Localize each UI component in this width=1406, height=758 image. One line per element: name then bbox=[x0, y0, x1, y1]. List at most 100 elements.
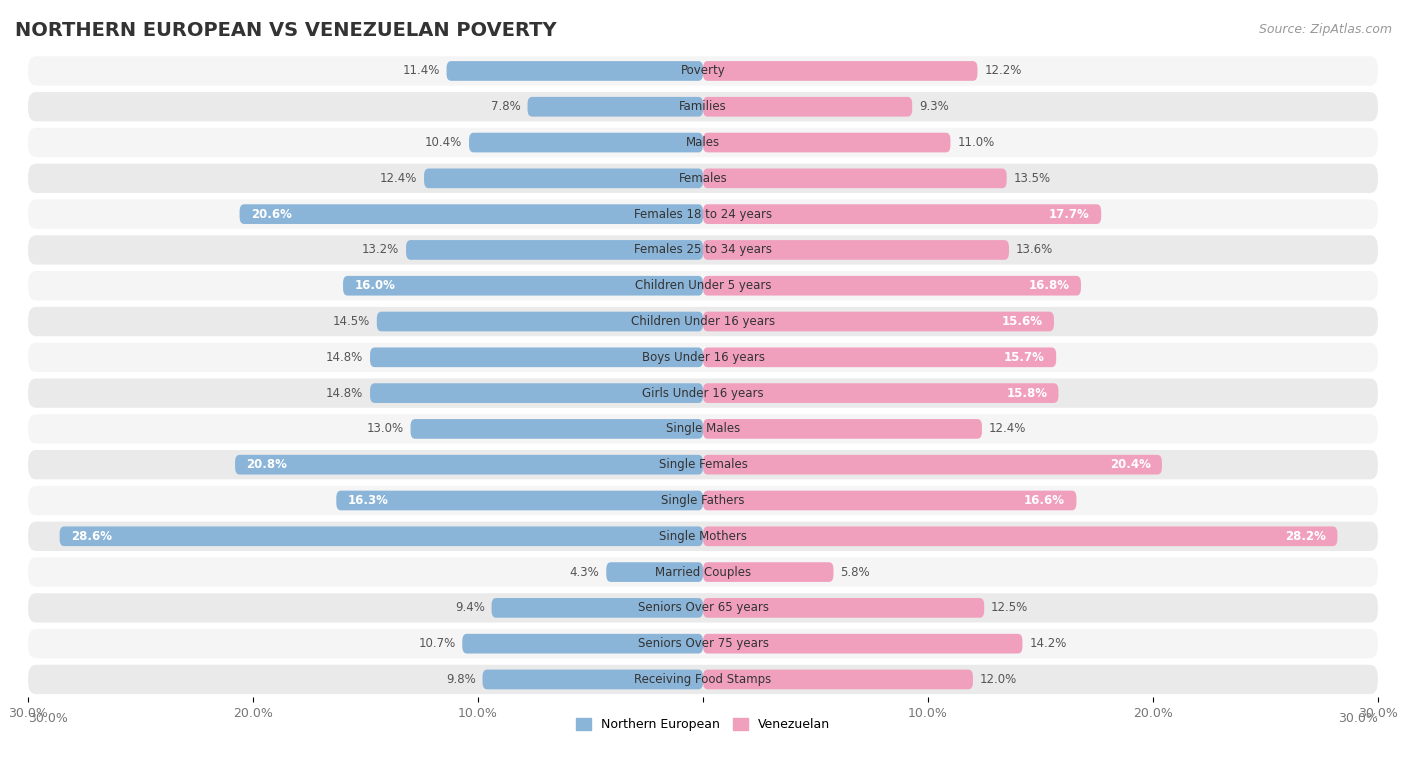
Text: 12.2%: 12.2% bbox=[984, 64, 1022, 77]
Text: 10.4%: 10.4% bbox=[425, 136, 463, 149]
Text: 4.3%: 4.3% bbox=[569, 565, 599, 578]
FancyBboxPatch shape bbox=[470, 133, 703, 152]
Text: Families: Families bbox=[679, 100, 727, 113]
FancyBboxPatch shape bbox=[703, 634, 1022, 653]
FancyBboxPatch shape bbox=[703, 527, 1337, 546]
FancyBboxPatch shape bbox=[28, 665, 1378, 694]
Text: Source: ZipAtlas.com: Source: ZipAtlas.com bbox=[1258, 23, 1392, 36]
Text: 14.8%: 14.8% bbox=[326, 351, 363, 364]
FancyBboxPatch shape bbox=[28, 56, 1378, 86]
Text: 13.6%: 13.6% bbox=[1015, 243, 1053, 256]
FancyBboxPatch shape bbox=[703, 384, 1059, 403]
Text: Females 18 to 24 years: Females 18 to 24 years bbox=[634, 208, 772, 221]
Text: Girls Under 16 years: Girls Under 16 years bbox=[643, 387, 763, 399]
Text: 11.0%: 11.0% bbox=[957, 136, 994, 149]
FancyBboxPatch shape bbox=[336, 490, 703, 510]
FancyBboxPatch shape bbox=[703, 168, 1007, 188]
Text: 16.3%: 16.3% bbox=[347, 494, 388, 507]
FancyBboxPatch shape bbox=[703, 61, 977, 81]
Text: Poverty: Poverty bbox=[681, 64, 725, 77]
FancyBboxPatch shape bbox=[703, 562, 834, 582]
Text: 10.7%: 10.7% bbox=[419, 637, 456, 650]
Text: 13.5%: 13.5% bbox=[1014, 172, 1050, 185]
Text: Receiving Food Stamps: Receiving Food Stamps bbox=[634, 673, 772, 686]
FancyBboxPatch shape bbox=[411, 419, 703, 439]
Text: 12.5%: 12.5% bbox=[991, 601, 1028, 615]
FancyBboxPatch shape bbox=[28, 378, 1378, 408]
FancyBboxPatch shape bbox=[28, 343, 1378, 372]
FancyBboxPatch shape bbox=[28, 235, 1378, 265]
FancyBboxPatch shape bbox=[703, 133, 950, 152]
Text: Females: Females bbox=[679, 172, 727, 185]
FancyBboxPatch shape bbox=[703, 598, 984, 618]
Text: Seniors Over 65 years: Seniors Over 65 years bbox=[637, 601, 769, 615]
Text: 13.0%: 13.0% bbox=[367, 422, 404, 435]
FancyBboxPatch shape bbox=[235, 455, 703, 475]
Text: 14.5%: 14.5% bbox=[333, 315, 370, 328]
Text: 12.4%: 12.4% bbox=[988, 422, 1026, 435]
Text: Children Under 5 years: Children Under 5 years bbox=[634, 279, 772, 293]
FancyBboxPatch shape bbox=[703, 419, 981, 439]
FancyBboxPatch shape bbox=[606, 562, 703, 582]
Text: 15.7%: 15.7% bbox=[1004, 351, 1045, 364]
Text: 15.8%: 15.8% bbox=[1007, 387, 1047, 399]
FancyBboxPatch shape bbox=[406, 240, 703, 260]
Text: 28.2%: 28.2% bbox=[1285, 530, 1326, 543]
Text: 30.0%: 30.0% bbox=[28, 713, 67, 725]
FancyBboxPatch shape bbox=[28, 414, 1378, 443]
FancyBboxPatch shape bbox=[28, 557, 1378, 587]
Text: 14.2%: 14.2% bbox=[1029, 637, 1067, 650]
FancyBboxPatch shape bbox=[28, 271, 1378, 300]
FancyBboxPatch shape bbox=[482, 669, 703, 689]
FancyBboxPatch shape bbox=[239, 205, 703, 224]
Text: 5.8%: 5.8% bbox=[841, 565, 870, 578]
Text: 16.6%: 16.6% bbox=[1024, 494, 1066, 507]
Text: 11.4%: 11.4% bbox=[402, 64, 440, 77]
FancyBboxPatch shape bbox=[703, 205, 1101, 224]
FancyBboxPatch shape bbox=[28, 307, 1378, 337]
FancyBboxPatch shape bbox=[343, 276, 703, 296]
FancyBboxPatch shape bbox=[703, 669, 973, 689]
FancyBboxPatch shape bbox=[492, 598, 703, 618]
Text: 16.0%: 16.0% bbox=[354, 279, 395, 293]
FancyBboxPatch shape bbox=[703, 347, 1056, 367]
FancyBboxPatch shape bbox=[28, 164, 1378, 193]
Legend: Northern European, Venezuelan: Northern European, Venezuelan bbox=[571, 713, 835, 736]
FancyBboxPatch shape bbox=[28, 128, 1378, 157]
Text: Children Under 16 years: Children Under 16 years bbox=[631, 315, 775, 328]
Text: 15.6%: 15.6% bbox=[1001, 315, 1043, 328]
FancyBboxPatch shape bbox=[28, 486, 1378, 515]
Text: Males: Males bbox=[686, 136, 720, 149]
Text: 9.3%: 9.3% bbox=[920, 100, 949, 113]
FancyBboxPatch shape bbox=[377, 312, 703, 331]
Text: Females 25 to 34 years: Females 25 to 34 years bbox=[634, 243, 772, 256]
Text: 14.8%: 14.8% bbox=[326, 387, 363, 399]
Text: 12.4%: 12.4% bbox=[380, 172, 418, 185]
FancyBboxPatch shape bbox=[703, 490, 1077, 510]
FancyBboxPatch shape bbox=[425, 168, 703, 188]
FancyBboxPatch shape bbox=[527, 97, 703, 117]
FancyBboxPatch shape bbox=[370, 384, 703, 403]
Text: 30.0%: 30.0% bbox=[1339, 713, 1378, 725]
Text: Single Females: Single Females bbox=[658, 458, 748, 471]
Text: Married Couples: Married Couples bbox=[655, 565, 751, 578]
FancyBboxPatch shape bbox=[703, 312, 1054, 331]
FancyBboxPatch shape bbox=[28, 594, 1378, 622]
FancyBboxPatch shape bbox=[28, 522, 1378, 551]
Text: Seniors Over 75 years: Seniors Over 75 years bbox=[637, 637, 769, 650]
Text: 28.6%: 28.6% bbox=[70, 530, 112, 543]
Text: 17.7%: 17.7% bbox=[1049, 208, 1090, 221]
Text: 20.4%: 20.4% bbox=[1109, 458, 1150, 471]
FancyBboxPatch shape bbox=[703, 276, 1081, 296]
FancyBboxPatch shape bbox=[28, 629, 1378, 659]
Text: 20.8%: 20.8% bbox=[246, 458, 287, 471]
Text: 13.2%: 13.2% bbox=[363, 243, 399, 256]
FancyBboxPatch shape bbox=[28, 199, 1378, 229]
FancyBboxPatch shape bbox=[703, 240, 1010, 260]
Text: 7.8%: 7.8% bbox=[491, 100, 520, 113]
FancyBboxPatch shape bbox=[703, 455, 1161, 475]
Text: Single Fathers: Single Fathers bbox=[661, 494, 745, 507]
FancyBboxPatch shape bbox=[59, 527, 703, 546]
Text: Boys Under 16 years: Boys Under 16 years bbox=[641, 351, 765, 364]
FancyBboxPatch shape bbox=[28, 92, 1378, 121]
